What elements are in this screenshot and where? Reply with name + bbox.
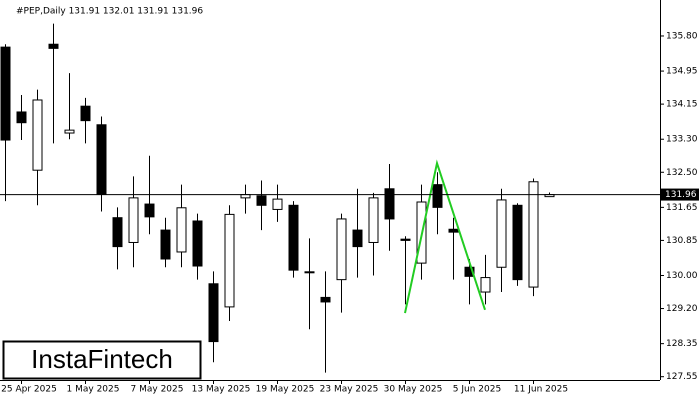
candle-body [192, 220, 203, 267]
candle-body [432, 184, 443, 208]
x-tick-label: 13 May 2025 [192, 385, 251, 395]
y-tick-label: 127.55 [666, 372, 698, 382]
candle-body [32, 99, 43, 171]
candle-body [224, 213, 235, 308]
pattern-line [404, 159, 486, 314]
candle-body [96, 124, 107, 195]
candle-body [144, 203, 155, 218]
candle-body [16, 111, 27, 124]
x-tick-label: 30 May 2025 [384, 385, 443, 395]
candle-body [528, 181, 539, 288]
x-tick-label: 1 May 2025 [67, 385, 120, 395]
current-price-box [661, 188, 699, 201]
logo: InstaFintech [2, 340, 202, 380]
current-price-label: 131.96 [665, 190, 697, 200]
y-tick-label: 134.15 [666, 100, 698, 110]
candle-body [176, 207, 187, 253]
y-tick-label: 134.95 [666, 67, 698, 77]
x-tick-label: 7 May 2025 [131, 385, 184, 395]
y-tick-label: 135.80 [666, 31, 698, 41]
candle-body [480, 277, 491, 293]
candle-body [80, 105, 91, 122]
y-tick-label: 130.00 [666, 271, 698, 281]
x-tick-label: 23 May 2025 [320, 385, 379, 395]
candle-body [160, 229, 171, 260]
candle-body [256, 195, 267, 206]
y-tick-label: 132.50 [666, 168, 698, 178]
x-tick-label: 5 Jun 2025 [453, 385, 501, 395]
candle-body [368, 197, 379, 243]
candle-body [464, 266, 475, 277]
candle-body [512, 204, 523, 281]
x-tick-label: 11 Jun 2025 [514, 385, 568, 395]
candle-body [112, 217, 123, 248]
y-tick-label: 130.85 [666, 236, 698, 246]
logo-box [2, 340, 202, 380]
candle-body [336, 218, 347, 281]
candle-body [320, 296, 331, 303]
candle-body [0, 46, 11, 141]
y-tick-label: 129.20 [666, 304, 698, 314]
candle-body [128, 197, 139, 243]
candle-body [288, 204, 299, 271]
candle-body [48, 43, 59, 49]
candle-body [448, 228, 459, 233]
logo-text: InstaFintech [31, 344, 173, 374]
chart-header: #PEP,Daily 131.91 132.01 131.91 131.96 [16, 7, 203, 17]
candle-body [304, 271, 315, 274]
candle-body [208, 283, 219, 343]
x-tick-label: 25 Apr 2025 [1, 385, 57, 395]
candle-body [496, 199, 507, 268]
candle-body [384, 188, 395, 220]
candle-body [352, 229, 363, 248]
x-tick-label: 19 May 2025 [256, 385, 315, 395]
candle-body [400, 238, 411, 241]
y-tick-label: 131.65 [666, 203, 698, 213]
candle-body [64, 129, 75, 134]
candle-body [272, 198, 283, 210]
y-tick-label: 133.30 [666, 135, 698, 145]
y-tick-label: 128.35 [666, 339, 698, 349]
